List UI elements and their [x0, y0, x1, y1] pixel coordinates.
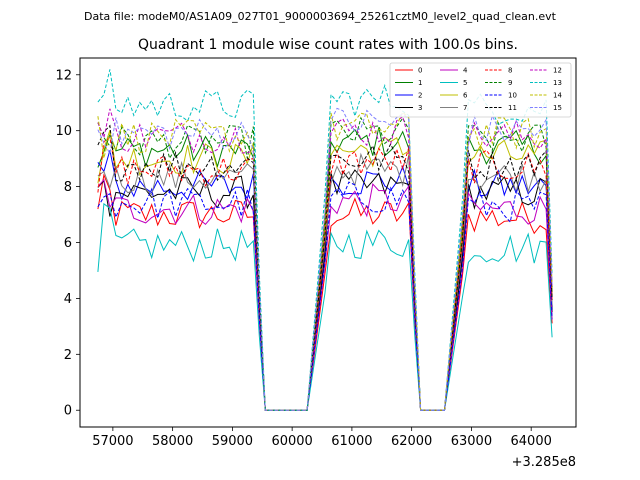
series-line-module-5 [97, 202, 553, 411]
legend-label-module-10: 10 [508, 92, 517, 100]
legend-label-module-8: 8 [508, 67, 512, 75]
series-line-module-11 [97, 124, 553, 411]
data-file-suptitle: Data file: modeM0/AS1A09_027T01_90000036… [84, 10, 557, 23]
legend-label-module-14: 14 [553, 92, 562, 100]
series-line-module-3 [97, 169, 553, 411]
series-line-module-10 [97, 181, 553, 411]
legend-label-module-7: 7 [463, 104, 467, 112]
y-tick-label: 2 [64, 348, 72, 363]
x-tick-label: 62000 [391, 434, 432, 449]
series-line-module-8 [97, 136, 553, 411]
x-tick-label: 58000 [152, 434, 193, 449]
x-axis: 57000 58000 59000 60000 61000 62000 63000 64000 [92, 427, 552, 449]
legend-label-module-5: 5 [463, 79, 467, 87]
y-tick-label: 10 [55, 124, 72, 139]
series-line-module-7 [97, 152, 553, 411]
series-layer [97, 69, 553, 411]
x-tick-label: 59000 [212, 434, 253, 449]
legend-label-module-2: 2 [418, 92, 422, 100]
legend-label-module-6: 6 [463, 92, 468, 100]
x-tick-label: 60000 [271, 434, 312, 449]
series-line-module-12 [97, 108, 553, 411]
x-tick-label: 57000 [92, 434, 133, 449]
legend-label-module-3: 3 [418, 104, 422, 112]
series-line-module-1 [97, 127, 553, 411]
series-line-module-0 [97, 173, 553, 411]
y-tick-label: 4 [64, 292, 72, 307]
legend-label-module-9: 9 [508, 79, 512, 87]
x-tick-label: 61000 [331, 434, 372, 449]
series-line-module-14 [97, 111, 553, 411]
legend-label-module-15: 15 [553, 104, 562, 112]
chart-title: Quadrant 1 module wise count rates with … [138, 37, 518, 53]
series-line-module-15 [97, 107, 553, 411]
legend-label-module-11: 11 [508, 104, 517, 112]
series-line-module-6 [97, 129, 553, 411]
y-tick-label: 12 [55, 68, 72, 83]
legend-label-module-0: 0 [418, 67, 422, 75]
legend-frame [389, 62, 572, 118]
series-line-module-4 [97, 178, 553, 411]
y-tick-label: 6 [64, 236, 72, 251]
y-tick-label: 0 [64, 404, 72, 419]
y-tick-label: 8 [64, 180, 72, 195]
legend-label-module-1: 1 [418, 79, 422, 87]
x-tick-label: 64000 [511, 434, 552, 449]
legend-label-module-13: 13 [553, 79, 562, 87]
x-tick-label: 63000 [451, 434, 492, 449]
legend-label-module-4: 4 [463, 67, 468, 75]
series-line-module-9 [97, 116, 553, 411]
x-axis-offset-label: +3.285e8 [512, 455, 576, 470]
legend-label-module-12: 12 [553, 67, 562, 75]
y-axis: 0 2 4 6 8 10 12 [55, 68, 80, 419]
